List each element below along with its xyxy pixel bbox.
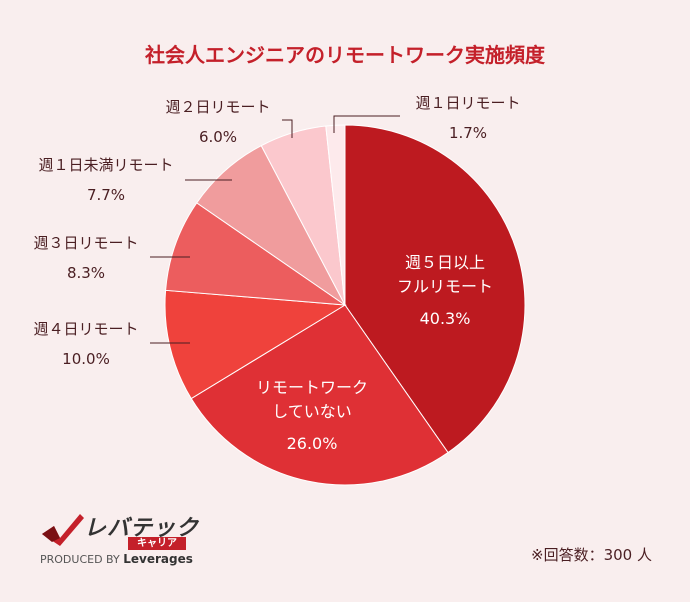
slice-label-4: 週１日未満リモート [38,156,173,174]
chart-title: 社会人エンジニアのリモートワーク実施頻度 [144,43,546,67]
brand-logo: レバテック キャリア PRODUCED BY Leverages [40,510,200,570]
slice-value-4: 7.7% [87,186,125,204]
slice-label-5: 週２日リモート [165,98,270,116]
slice-label-0-0: 週５日以上 [405,253,485,272]
pie-slice-0 [344,124,526,454]
produced-by-text: PRODUCED BY [40,553,120,566]
slice-value-6: 1.7% [449,124,487,142]
slice-value-3: 8.3% [67,264,105,282]
slice-label-0-1: フルリモート [397,277,493,296]
logo-produced-by: PRODUCED BY Leverages [40,552,193,566]
pie-slice-3 [165,202,347,306]
respondent-note: ※回答数：300 人 [531,546,652,564]
logo-check-icon [42,514,84,546]
slice-value-0: 40.3% [420,309,471,328]
slice-label-1-1: していない [272,402,352,421]
logo-sub-text: キャリア [128,537,186,550]
company-name: Leverages [123,552,193,566]
leader-line-6 [333,115,400,133]
logo-brand-text: レバテック [84,516,200,541]
slice-label-3: 週３日リモート [33,234,138,252]
slice-label-2: 週４日リモート [33,320,138,338]
slice-value-1: 26.0% [287,434,338,453]
leader-line-5 [282,119,293,138]
slice-label-1-0: リモートワーク [256,378,368,397]
pie-slices [164,124,526,486]
slice-value-5: 6.0% [199,128,237,146]
slice-value-2: 10.0% [62,350,110,368]
pie-slice-1 [190,304,449,486]
slice-label-6: 週１日リモート [415,94,520,112]
pie-slice-2 [164,289,347,400]
pie-slice-6 [325,124,346,306]
